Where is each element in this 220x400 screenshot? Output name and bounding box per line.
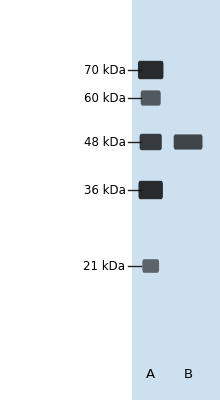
Text: 36 kDa: 36 kDa xyxy=(84,184,125,196)
Bar xyxy=(132,0,220,400)
Text: B: B xyxy=(183,368,193,380)
FancyBboxPatch shape xyxy=(141,90,161,106)
Text: 48 kDa: 48 kDa xyxy=(84,136,125,148)
FancyBboxPatch shape xyxy=(138,61,163,79)
FancyBboxPatch shape xyxy=(174,134,203,150)
FancyBboxPatch shape xyxy=(139,181,163,199)
Text: 70 kDa: 70 kDa xyxy=(84,64,125,76)
Text: 60 kDa: 60 kDa xyxy=(84,92,125,104)
Text: 21 kDa: 21 kDa xyxy=(83,260,125,272)
Text: A: A xyxy=(146,368,155,380)
FancyBboxPatch shape xyxy=(142,259,159,273)
FancyBboxPatch shape xyxy=(140,134,162,150)
